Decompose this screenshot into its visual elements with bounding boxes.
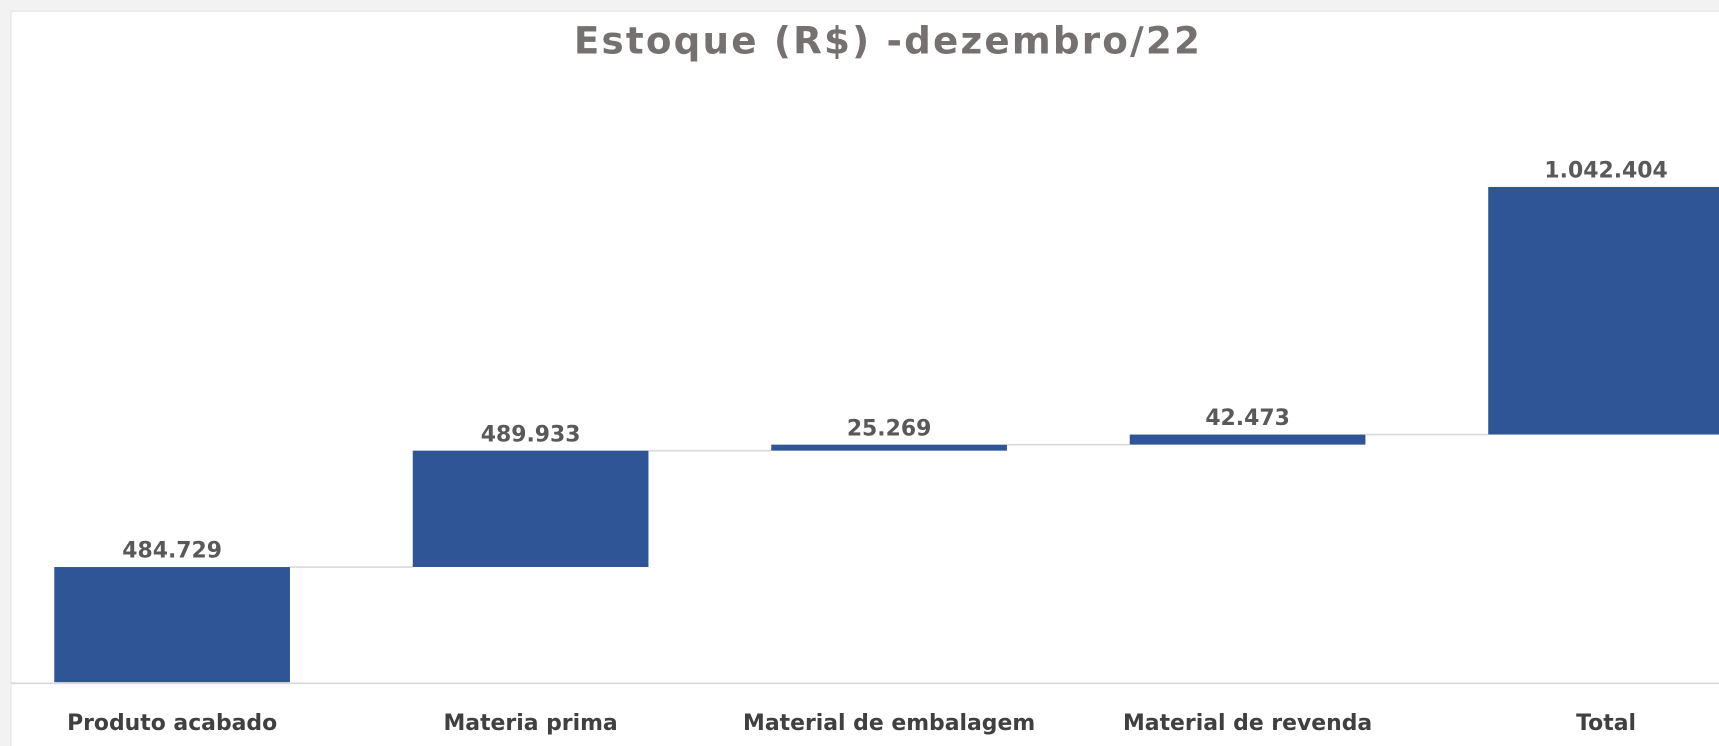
bar (771, 444, 1007, 451)
x-tick-label: Produto acabado (67, 711, 277, 736)
x-tick-label: Material de embalagem (743, 711, 1035, 736)
chart-title: Estoque (R$) -dezembro/22 (574, 19, 1202, 63)
x-tick-label: Total (1576, 711, 1636, 736)
data-label: 25.269 (847, 416, 932, 441)
bar (1488, 186, 1719, 435)
data-label: 484.729 (122, 539, 222, 564)
bar (412, 450, 649, 568)
x-tick-label: Materia prima (443, 711, 617, 736)
data-label: 1.042.404 (1544, 159, 1667, 184)
data-label: 42.473 (1205, 406, 1290, 431)
bar (1129, 434, 1366, 445)
data-label: 489.933 (481, 422, 581, 447)
x-tick-label: Material de revenda (1123, 711, 1372, 736)
chart-area (10, 10, 1719, 746)
bar (54, 567, 290, 683)
